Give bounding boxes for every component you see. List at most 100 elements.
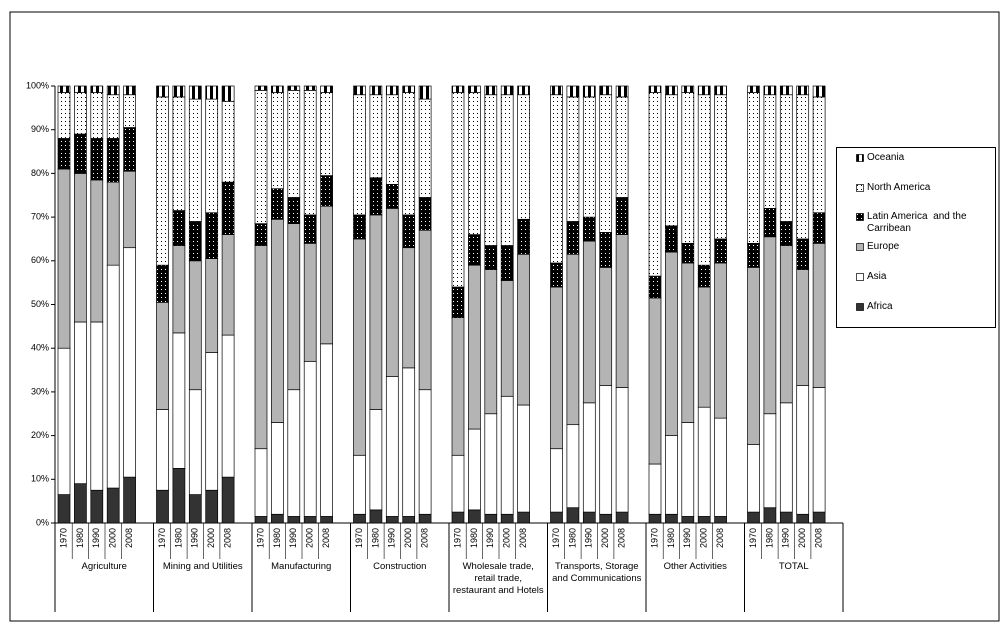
x-tick-label: 2000: [600, 528, 610, 548]
bar-segment: [747, 511, 760, 524]
x-tick-label: 2000: [502, 528, 512, 548]
bar-segment: [254, 448, 268, 517]
bar-segment: [205, 212, 219, 259]
bar-segment: [90, 179, 104, 323]
bar-segment: [681, 242, 695, 264]
bar-segment: [90, 138, 104, 181]
group-label: Wholesale trade, retail trade, restauran…: [452, 561, 544, 596]
x-tick-label: 2008: [518, 528, 528, 548]
x-tick-label: 2008: [616, 528, 626, 548]
bar-segment: [681, 85, 695, 93]
bar-segment: [287, 223, 301, 391]
bar-segment: [566, 253, 580, 426]
bar-segment: [566, 85, 580, 98]
y-tick-label: 100%: [26, 80, 49, 90]
group-label: Other Activities: [663, 561, 727, 572]
bar-segment: [57, 347, 71, 495]
bar-segment: [254, 90, 268, 225]
x-tick-label: 1990: [387, 528, 397, 548]
x-tick-label: 2008: [813, 528, 823, 548]
group-label: Construction: [373, 561, 427, 572]
legend-swatch-rect: [856, 154, 864, 162]
bar-segment: [451, 511, 465, 524]
bar-segment: [418, 85, 432, 100]
bar-segment: [156, 409, 169, 491]
bar-segment: [188, 389, 202, 495]
bar-segment: [665, 94, 678, 227]
bar-segment: [648, 275, 662, 299]
bar-segment: [221, 181, 235, 235]
legend-label: Asia: [867, 270, 887, 282]
bar-segment: [714, 85, 727, 96]
bar-segment: [74, 85, 87, 93]
bar-segment: [796, 513, 810, 524]
x-tick-label: 2000: [305, 528, 315, 548]
bar-segment: [90, 489, 104, 524]
bar-segment: [123, 247, 136, 478]
x-tick-label: 2008: [321, 528, 331, 548]
bar-segment: [615, 387, 629, 513]
x-tick-label: 1980: [666, 528, 676, 548]
bar-segment: [156, 489, 169, 524]
bar-segment: [796, 269, 810, 386]
bar-segment: [517, 511, 530, 524]
bar-segment: [796, 94, 810, 240]
bar-segment: [550, 94, 563, 264]
bar-segment: [106, 85, 120, 96]
legend-swatch: [856, 272, 864, 281]
bar-segment: [451, 92, 465, 288]
bar-segment: [812, 85, 826, 98]
bar-segment: [205, 258, 219, 353]
bar-segment: [156, 264, 169, 303]
bar-segment: [779, 94, 793, 222]
x-tick-label: 1970: [649, 528, 659, 548]
x-tick-label: 1990: [781, 528, 791, 548]
x-tick-label: 1980: [75, 528, 85, 548]
bar-segment: [697, 94, 711, 266]
bar-segment: [90, 85, 104, 93]
group-label: Transports, Storage and Communications: [552, 561, 642, 584]
bar-segment: [188, 494, 202, 524]
legend-swatch: [856, 154, 864, 162]
bar-segment: [172, 245, 186, 334]
bar-segment: [665, 435, 678, 515]
bar-segment: [648, 463, 662, 515]
bar-segment: [74, 483, 87, 524]
x-tick-label: 2008: [222, 528, 232, 548]
bar-segment: [287, 85, 301, 91]
bar-segment: [57, 494, 71, 524]
bar-segment: [369, 509, 383, 524]
x-tick-label: 2000: [699, 528, 709, 548]
bar-segment: [566, 424, 580, 509]
bar-segment: [221, 334, 235, 478]
bar-segment: [665, 225, 678, 253]
x-tick-label: 1970: [255, 528, 265, 548]
bar-segment: [418, 389, 432, 515]
bar-segment: [697, 286, 711, 408]
legend-label: Oceania: [867, 152, 905, 163]
bar-segment: [484, 245, 498, 270]
bar-segment: [500, 513, 514, 524]
x-tick-label: 2000: [403, 528, 413, 548]
bar-segment: [599, 384, 613, 515]
x-tick-label: 2008: [419, 528, 429, 548]
bar-segment: [254, 85, 268, 91]
bar-segment: [106, 94, 120, 139]
bar-segment: [205, 85, 219, 100]
legend: Oceania North America Latin America and th…: [836, 147, 996, 328]
bar-segment: [566, 221, 580, 255]
x-tick-label: 1980: [173, 528, 183, 548]
bar-segment: [517, 218, 530, 255]
y-tick-label: 90%: [31, 124, 49, 134]
bar-segment: [747, 242, 760, 268]
legend-swatch-rect: [856, 272, 864, 281]
x-tick-label: 1990: [190, 528, 200, 548]
x-tick-label: 2000: [108, 528, 118, 548]
legend-swatch: [856, 183, 864, 192]
bar-segment: [714, 94, 727, 240]
y-tick-label: 40%: [31, 343, 49, 353]
bar-segment: [599, 232, 613, 268]
bar-segment: [369, 85, 383, 96]
bar-segment: [779, 245, 793, 404]
